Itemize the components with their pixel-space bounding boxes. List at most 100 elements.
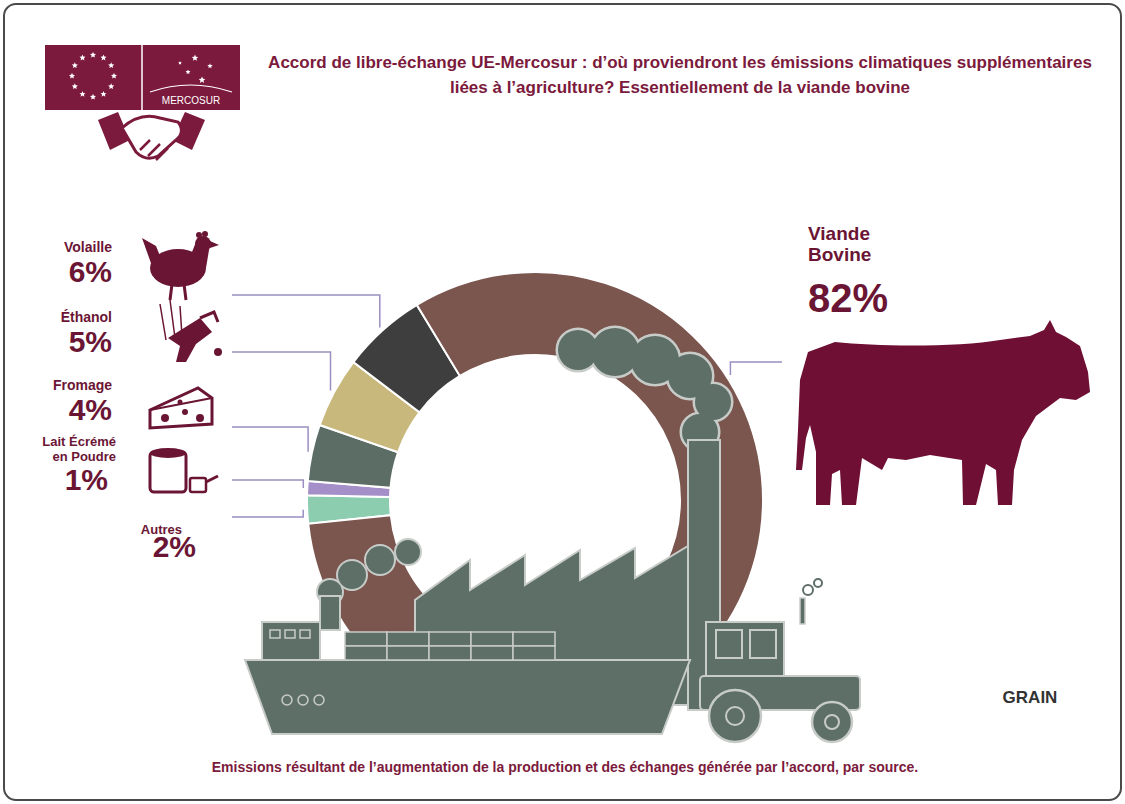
smoke-outline <box>366 546 394 574</box>
text-line: Accord de libre-échange UE-Mercosur : d’… <box>268 53 1092 72</box>
leader-line <box>232 480 303 488</box>
star <box>101 55 107 61</box>
cheese <box>150 398 212 410</box>
funnel <box>320 596 340 630</box>
star <box>80 55 86 61</box>
container <box>345 632 387 646</box>
illustration <box>245 328 860 742</box>
logo-divider <box>141 45 143 110</box>
smoke <box>591 328 639 376</box>
smoke <box>558 330 598 370</box>
chicken <box>142 238 160 266</box>
category-label: Fromage <box>53 377 112 393</box>
value-label: 1% <box>65 463 108 496</box>
icons <box>142 231 1090 505</box>
star <box>90 94 96 100</box>
cheese <box>150 388 212 428</box>
labels: Autres2%Lait Écréméen Poudre1%Fromage4%É… <box>42 223 888 563</box>
fingers <box>140 140 168 160</box>
container <box>429 632 471 646</box>
porthole <box>282 695 292 705</box>
drop <box>214 348 222 356</box>
chicken <box>170 284 186 300</box>
container <box>387 632 429 646</box>
category-label: Volaille <box>64 239 112 255</box>
porthole <box>298 695 308 705</box>
tractor-window <box>750 630 776 658</box>
logo-arc <box>150 85 232 92</box>
hub <box>825 715 839 729</box>
wheel <box>709 690 761 742</box>
value-label: 4% <box>69 393 112 426</box>
leader-line <box>232 510 303 517</box>
page: MERCOSUR Accord de libre-échange UE-Merco… <box>0 0 1125 804</box>
donut <box>307 272 763 728</box>
smoke-outline <box>591 328 639 376</box>
container <box>471 646 513 660</box>
logo-text: MERCOSUR <box>162 95 220 106</box>
smoke <box>631 336 679 384</box>
star <box>72 83 78 89</box>
cabin <box>262 622 320 662</box>
container <box>429 646 471 660</box>
chicken <box>202 231 208 237</box>
leader-line <box>232 295 380 328</box>
text-line: en Poudre <box>52 449 116 464</box>
cow <box>796 320 1090 505</box>
window <box>285 630 295 638</box>
chicken <box>210 241 219 248</box>
nozzle <box>200 312 218 322</box>
porthole <box>314 695 324 705</box>
text-line: Éthanol <box>61 309 112 325</box>
leader-line <box>232 427 308 452</box>
container <box>345 646 387 660</box>
category-label: ViandeBovine <box>808 223 871 265</box>
tractor-window <box>716 630 742 658</box>
window <box>300 630 310 638</box>
text-line: liées à l’agriculture? Essentiellement d… <box>450 78 910 97</box>
chicken <box>196 232 202 238</box>
smoke-outline <box>558 330 598 370</box>
source-logo: GRAIN <box>1003 688 1058 707</box>
cheese-hole <box>196 414 204 422</box>
slice <box>308 272 763 728</box>
value-label: 6% <box>69 255 112 288</box>
puff <box>803 585 813 595</box>
text-line: Lait Écrémé <box>42 434 116 449</box>
star <box>90 52 96 58</box>
smoke-outline <box>338 561 366 589</box>
star <box>199 76 206 83</box>
smoke <box>396 540 420 564</box>
puff <box>814 579 822 587</box>
frame <box>4 4 1121 800</box>
container <box>471 632 513 646</box>
scoop <box>206 476 218 482</box>
star <box>80 91 86 97</box>
smoke <box>366 546 394 574</box>
smoke-outline <box>396 540 420 564</box>
star <box>72 62 78 68</box>
value-label: 2% <box>153 530 196 563</box>
leader-line <box>232 352 331 390</box>
tractor-cabin <box>706 622 784 682</box>
star <box>186 69 191 74</box>
nozzle <box>168 318 212 362</box>
container <box>387 646 429 660</box>
logo-box <box>45 45 240 110</box>
star <box>69 73 75 79</box>
star <box>192 55 198 61</box>
container <box>513 646 555 660</box>
text-line: Volaille <box>64 239 112 255</box>
star <box>111 73 117 79</box>
leader-line <box>730 362 782 375</box>
can <box>150 448 186 458</box>
star <box>207 63 212 68</box>
scoop <box>190 478 206 492</box>
star <box>108 62 114 68</box>
text-line: Bovine <box>808 244 871 265</box>
smoke-outline <box>631 336 679 384</box>
title: Accord de libre-échange UE-Mercosur : d’… <box>268 53 1092 97</box>
caption: Emissions résultant de l’augmentation de… <box>212 759 918 775</box>
cheese-hole <box>178 400 183 405</box>
star <box>178 61 182 65</box>
